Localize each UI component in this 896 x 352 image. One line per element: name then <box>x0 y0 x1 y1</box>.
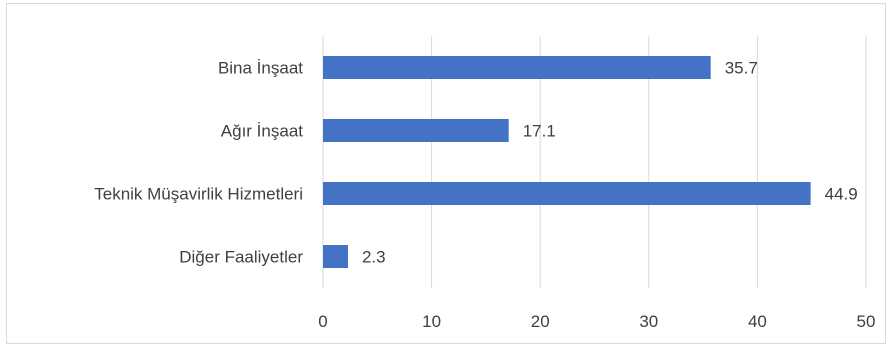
x-tick-label: 30 <box>639 312 658 331</box>
x-tick-label: 40 <box>748 312 767 331</box>
x-tick-label: 0 <box>318 312 327 331</box>
bar <box>323 56 711 79</box>
bar <box>323 245 348 268</box>
x-tick-labels: 0 10 20 30 40 50 <box>318 312 875 331</box>
category-label: Bina İnşaat <box>218 59 303 78</box>
bar <box>323 182 811 205</box>
x-tick-label: 10 <box>422 312 441 331</box>
data-labels: 35.7 17.1 44.9 2.3 <box>362 59 858 267</box>
category-label: Ağır İnşaat <box>221 122 303 141</box>
x-tick-label: 20 <box>531 312 550 331</box>
data-label: 44.9 <box>825 185 858 204</box>
bar <box>323 119 509 142</box>
category-label: Teknik Müşavirlik Hizmetleri <box>94 185 303 204</box>
data-label: 35.7 <box>725 59 758 78</box>
data-label: 17.1 <box>523 122 556 141</box>
category-labels: Bina İnşaat Ağır İnşaat Teknik Müşavirlik… <box>94 59 303 267</box>
x-tick-label: 50 <box>857 312 876 331</box>
category-label: Diğer Faaliyetler <box>179 248 303 267</box>
bars <box>323 56 811 268</box>
data-label: 2.3 <box>362 248 386 267</box>
